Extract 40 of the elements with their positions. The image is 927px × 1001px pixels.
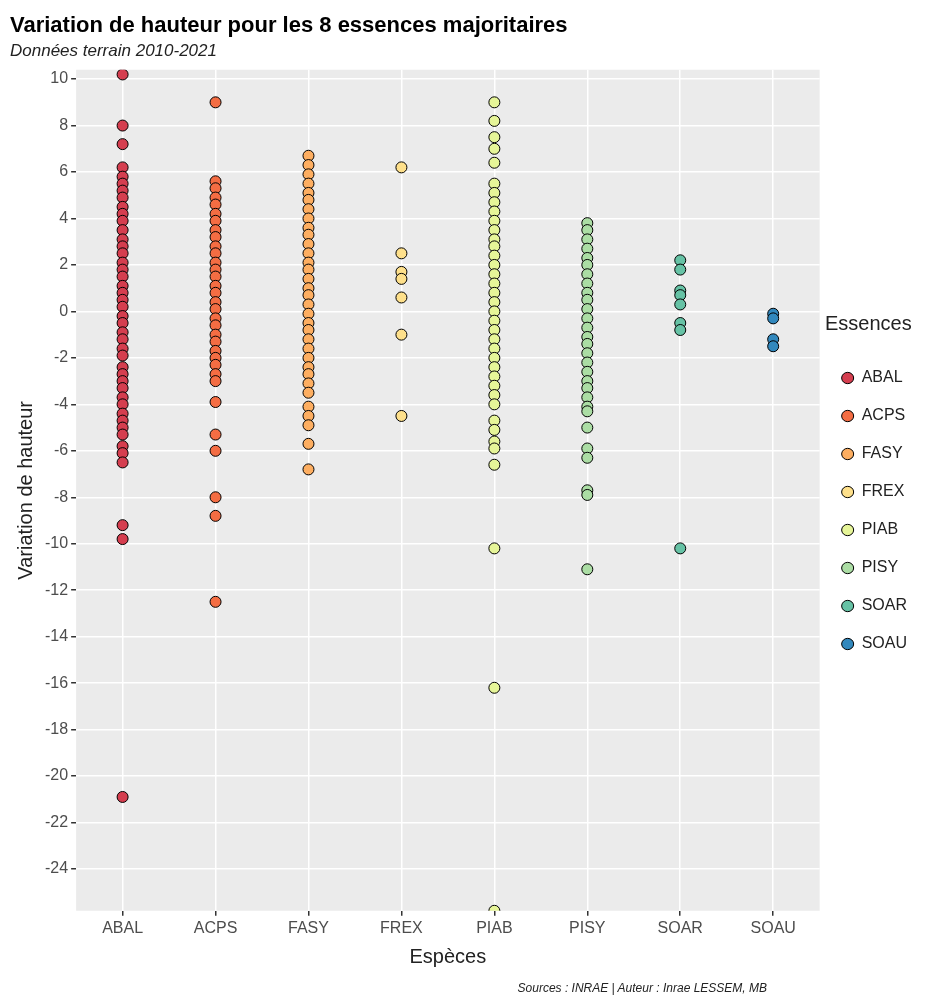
y-tick-label: 10	[50, 69, 69, 87]
y-tick-label: -18	[45, 720, 69, 737]
y-tick-label: -10	[45, 534, 69, 552]
y-tick-label: 6	[59, 162, 69, 180]
legend-label: FREX	[861, 482, 905, 500]
x-tick-label: PISY	[569, 918, 606, 936]
y-tick-label: -6	[53, 441, 69, 459]
x-tick-label: SOAR	[657, 918, 703, 936]
y-tick-label: -2	[53, 348, 69, 366]
y-tick-label: -22	[45, 812, 69, 830]
legend-title: Essences	[824, 311, 912, 334]
x-axis-title: Espèces	[409, 944, 487, 967]
y-tick-label: -24	[45, 859, 69, 877]
y-tick-label: 2	[59, 255, 69, 273]
y-axis-title: Variation de hauteur	[13, 400, 36, 580]
legend-label: ABAL	[861, 368, 903, 386]
x-tick-label: SOAU	[750, 918, 796, 936]
y-tick-label: 8	[59, 115, 69, 133]
x-tick-label: FREX	[380, 918, 424, 936]
x-tick-label: ABAL	[102, 918, 144, 936]
x-tick-label: FASY	[288, 918, 330, 936]
y-tick-label: -20	[45, 766, 69, 784]
legend-label: PISY	[861, 558, 899, 576]
chart-title: Variation de hauteur pour les 8 essences majoritaires	[10, 12, 568, 38]
y-tick-label: -14	[45, 627, 69, 645]
legend-label: PIAB	[861, 520, 899, 538]
y-tick-label: -12	[45, 580, 69, 598]
legend-label: SOAU	[861, 634, 907, 652]
chart-subtitle: Données terrain 2010-2021	[10, 41, 217, 61]
y-tick-label: -16	[45, 673, 69, 691]
legend-label: ACPS	[861, 406, 906, 424]
x-tick-label: ACPS	[193, 918, 238, 936]
legend-label: FASY	[861, 444, 903, 462]
y-tick-label: -8	[53, 487, 69, 505]
y-tick-label: 4	[59, 208, 69, 226]
x-tick-label: PIAB	[476, 918, 513, 936]
legend-label: SOAR	[861, 596, 907, 614]
y-tick-label: -4	[53, 394, 69, 412]
source-note: Sources : INRAE | Auteur : Inrae LESSEM, MB	[517, 981, 767, 996]
y-tick-label: 0	[59, 301, 69, 319]
